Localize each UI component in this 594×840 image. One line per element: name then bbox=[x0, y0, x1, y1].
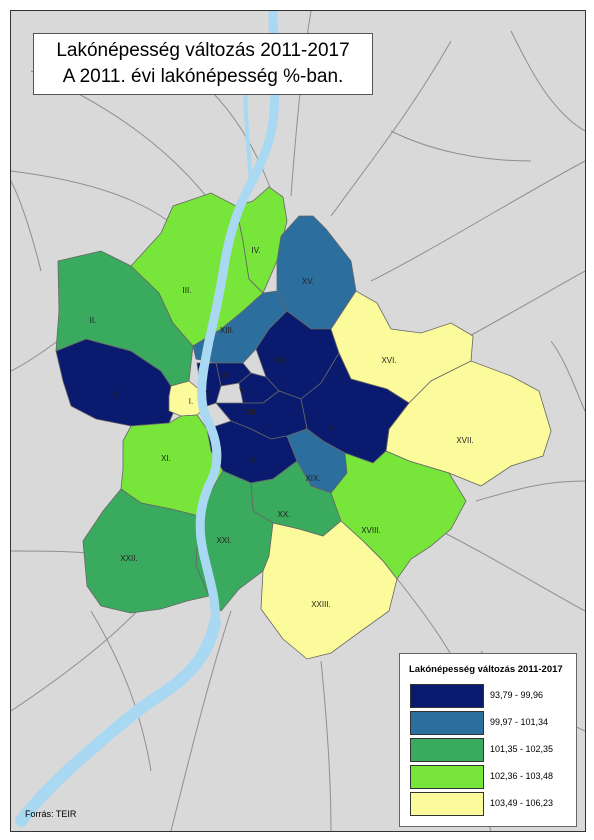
district-label: XI. bbox=[161, 454, 171, 463]
district-xxiii bbox=[260, 520, 398, 660]
district-label: XVI. bbox=[381, 356, 396, 365]
legend-label: 99,97 - 101,34 bbox=[490, 717, 549, 727]
district-label: II. bbox=[90, 316, 97, 325]
district-label: XXIII. bbox=[311, 600, 331, 609]
district-label: XXI. bbox=[216, 536, 231, 545]
legend-swatch bbox=[410, 792, 484, 816]
legend-swatch bbox=[410, 738, 484, 762]
district-label: XX. bbox=[278, 510, 291, 519]
district-label: IV. bbox=[251, 246, 260, 255]
district-label: XIX. bbox=[305, 474, 320, 483]
legend-label: 93,79 - 99,96 bbox=[490, 690, 544, 700]
district-label: X. bbox=[329, 424, 337, 433]
district-label: V. bbox=[206, 390, 213, 399]
district-label: VII. bbox=[239, 386, 251, 395]
district-label: I. bbox=[189, 397, 193, 406]
legend: Lakónépesség változás 2011-2017 93,79 - … bbox=[399, 653, 577, 827]
district-label: VI. bbox=[220, 371, 230, 380]
legend-swatch bbox=[410, 765, 484, 789]
district-label: XV. bbox=[302, 277, 314, 286]
source-note: Forrás: TEIR bbox=[25, 809, 77, 819]
district-label: XIII. bbox=[220, 326, 234, 335]
map-title: Lakónépesség változás 2011-2017 bbox=[56, 40, 350, 61]
danube-river bbox=[15, 11, 280, 827]
map-frame: I. II. III. IV. V. VI. VII. VIII. IX. X. XI. XII. XI… bbox=[10, 10, 586, 832]
district-label: XVIII. bbox=[361, 526, 381, 535]
legend-title: Lakónépesség változás 2011-2017 bbox=[409, 664, 563, 675]
map-title-box: Lakónépesség változás 2011-2017 A 2011. … bbox=[33, 33, 373, 95]
district-label: XVII. bbox=[456, 436, 473, 445]
legend-swatch bbox=[410, 684, 484, 708]
district-xxii bbox=[82, 488, 210, 614]
legend-label: 103,49 - 106,23 bbox=[490, 798, 554, 808]
legend-swatch bbox=[410, 711, 484, 735]
legend-label: 101,35 - 102,35 bbox=[490, 744, 554, 754]
district-label: III. bbox=[183, 286, 192, 295]
map-subtitle: A 2011. évi lakónépesség %-ban. bbox=[62, 66, 344, 87]
budapest-district-map: I. II. III. IV. V. VI. VII. VIII. IX. X. XI. XII. XI… bbox=[11, 11, 585, 831]
district-label: VIII. bbox=[244, 408, 258, 417]
legend-label: 102,36 - 103,48 bbox=[490, 771, 554, 781]
district-label: IX. bbox=[249, 456, 259, 465]
district-labels: I. II. III. IV. V. VI. VII. VIII. IX. X. XI. XII. XI… bbox=[90, 246, 474, 609]
district-label: XXII. bbox=[120, 554, 137, 563]
district-label: XIV. bbox=[274, 356, 288, 365]
district-label: XII. bbox=[113, 390, 125, 399]
